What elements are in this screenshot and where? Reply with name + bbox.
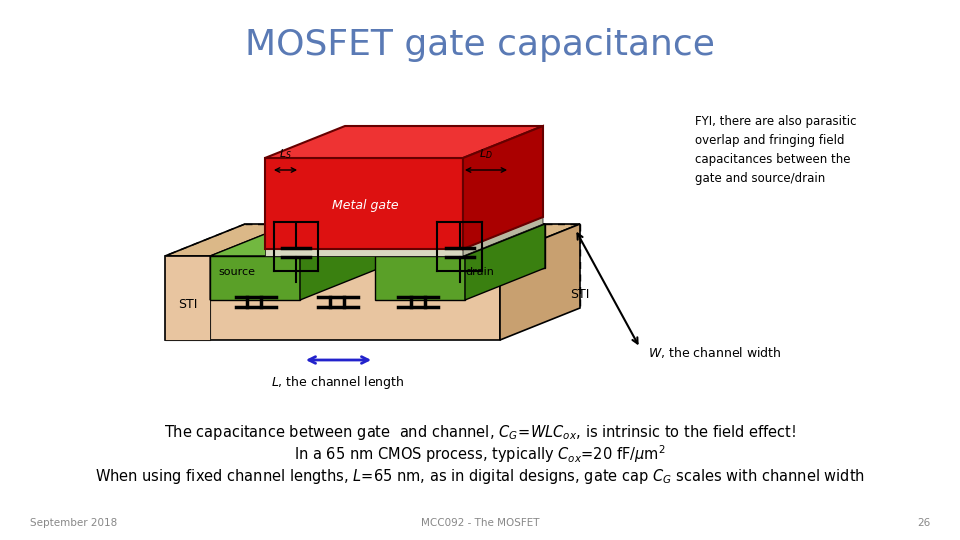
Polygon shape	[463, 217, 543, 256]
Polygon shape	[210, 256, 300, 300]
Polygon shape	[375, 256, 465, 300]
Text: $W$, the channel width: $W$, the channel width	[648, 346, 781, 361]
Text: STI: STI	[179, 299, 198, 312]
Polygon shape	[300, 224, 380, 300]
Text: In a 65 nm CMOS process, typically $C_{ox}$=20 fF/$\mu$m$^2$: In a 65 nm CMOS process, typically $C_{o…	[294, 443, 666, 465]
Polygon shape	[300, 224, 455, 256]
Text: $L$, the channel length: $L$, the channel length	[271, 374, 405, 391]
Polygon shape	[500, 224, 580, 340]
Text: $L_D$: $L_D$	[479, 147, 492, 161]
Polygon shape	[210, 224, 290, 300]
Text: FYI, there are also parasitic
overlap and fringing field
capacitances between th: FYI, there are also parasitic overlap an…	[695, 115, 856, 185]
Polygon shape	[455, 224, 545, 268]
Text: MCC092 - The MOSFET: MCC092 - The MOSFET	[420, 518, 540, 528]
Text: STI: STI	[570, 288, 589, 301]
Text: $L_S$: $L_S$	[278, 147, 292, 161]
Polygon shape	[465, 224, 545, 300]
Text: September 2018: September 2018	[30, 518, 117, 528]
Polygon shape	[265, 126, 543, 158]
Polygon shape	[165, 256, 210, 340]
Text: When using fixed channel lengths, $L$=65 nm, as in digital designs, gate cap $C_: When using fixed channel lengths, $L$=65…	[95, 467, 865, 485]
Polygon shape	[165, 256, 500, 340]
Polygon shape	[265, 158, 463, 249]
Text: source: source	[218, 267, 255, 277]
Polygon shape	[463, 126, 543, 249]
Polygon shape	[375, 224, 545, 256]
Polygon shape	[165, 224, 580, 256]
Polygon shape	[165, 256, 210, 340]
Polygon shape	[265, 249, 463, 256]
Polygon shape	[265, 217, 543, 249]
Text: 26: 26	[917, 518, 930, 528]
Text: MOSFET gate capacitance: MOSFET gate capacitance	[245, 28, 715, 62]
Text: The capacitance between gate  and channel, $C_G\!=\!WLC_{ox}$, is intrinsic to t: The capacitance between gate and channel…	[164, 422, 796, 442]
Text: drain: drain	[465, 267, 493, 277]
Polygon shape	[210, 224, 380, 256]
Text: Metal gate: Metal gate	[332, 199, 398, 212]
